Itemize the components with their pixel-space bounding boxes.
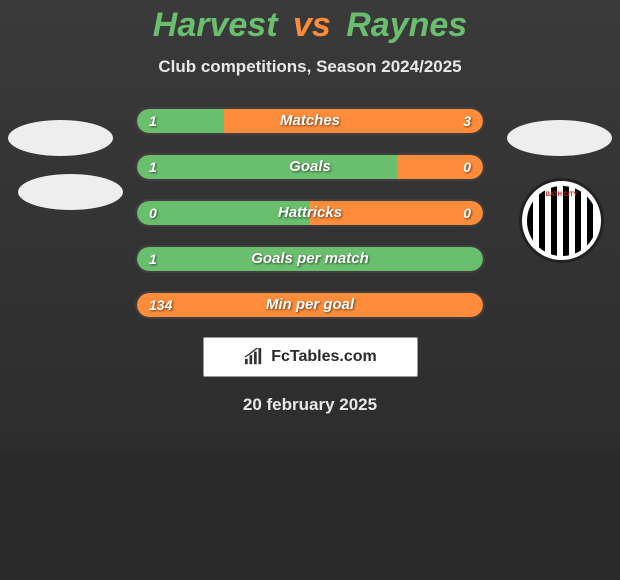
stats-bars: 1 Matches 3 1 Goals 0 0 Hattricks 0 1 Go… xyxy=(135,107,485,319)
stat-val-right: 0 xyxy=(463,201,471,225)
page-title: Harvest vs Raynes xyxy=(0,6,620,45)
subtitle: Club competitions, Season 2024/2025 xyxy=(0,57,620,77)
stat-label: Goals xyxy=(137,155,483,179)
stat-row-matches: 1 Matches 3 xyxy=(135,107,485,135)
date-text: 20 february 2025 xyxy=(0,395,620,415)
stat-label: Goals per match xyxy=(137,247,483,271)
brand-text: FcTables.com xyxy=(271,348,377,366)
player2-club-badge-top xyxy=(507,120,612,156)
club-logo-text: BATH CITY xyxy=(527,192,597,198)
player2-club-logo: BATH CITY xyxy=(519,178,604,263)
stat-row-hattricks: 0 Hattricks 0 xyxy=(135,199,485,227)
player1-name: Harvest xyxy=(153,6,278,44)
player1-club-badge xyxy=(8,120,113,156)
brand-box[interactable]: FcTables.com xyxy=(203,337,418,377)
stat-row-goals: 1 Goals 0 xyxy=(135,153,485,181)
stat-label: Matches xyxy=(137,109,483,133)
stat-val-right: 3 xyxy=(463,109,471,133)
stat-row-goals-per-match: 1 Goals per match xyxy=(135,245,485,273)
comparison-card: Harvest vs Raynes Club competitions, Sea… xyxy=(0,0,620,450)
vs-separator: vs xyxy=(293,6,331,44)
stat-row-min-per-goal: 134 Min per goal xyxy=(135,291,485,319)
stat-label: Min per goal xyxy=(137,293,483,317)
player2-name: Raynes xyxy=(346,6,467,44)
stat-label: Hattricks xyxy=(137,201,483,225)
club-logo-stripes: BATH CITY xyxy=(527,186,597,256)
chart-icon xyxy=(243,348,265,366)
stat-val-right: 0 xyxy=(463,155,471,179)
player1-club-badge-2 xyxy=(18,174,123,210)
